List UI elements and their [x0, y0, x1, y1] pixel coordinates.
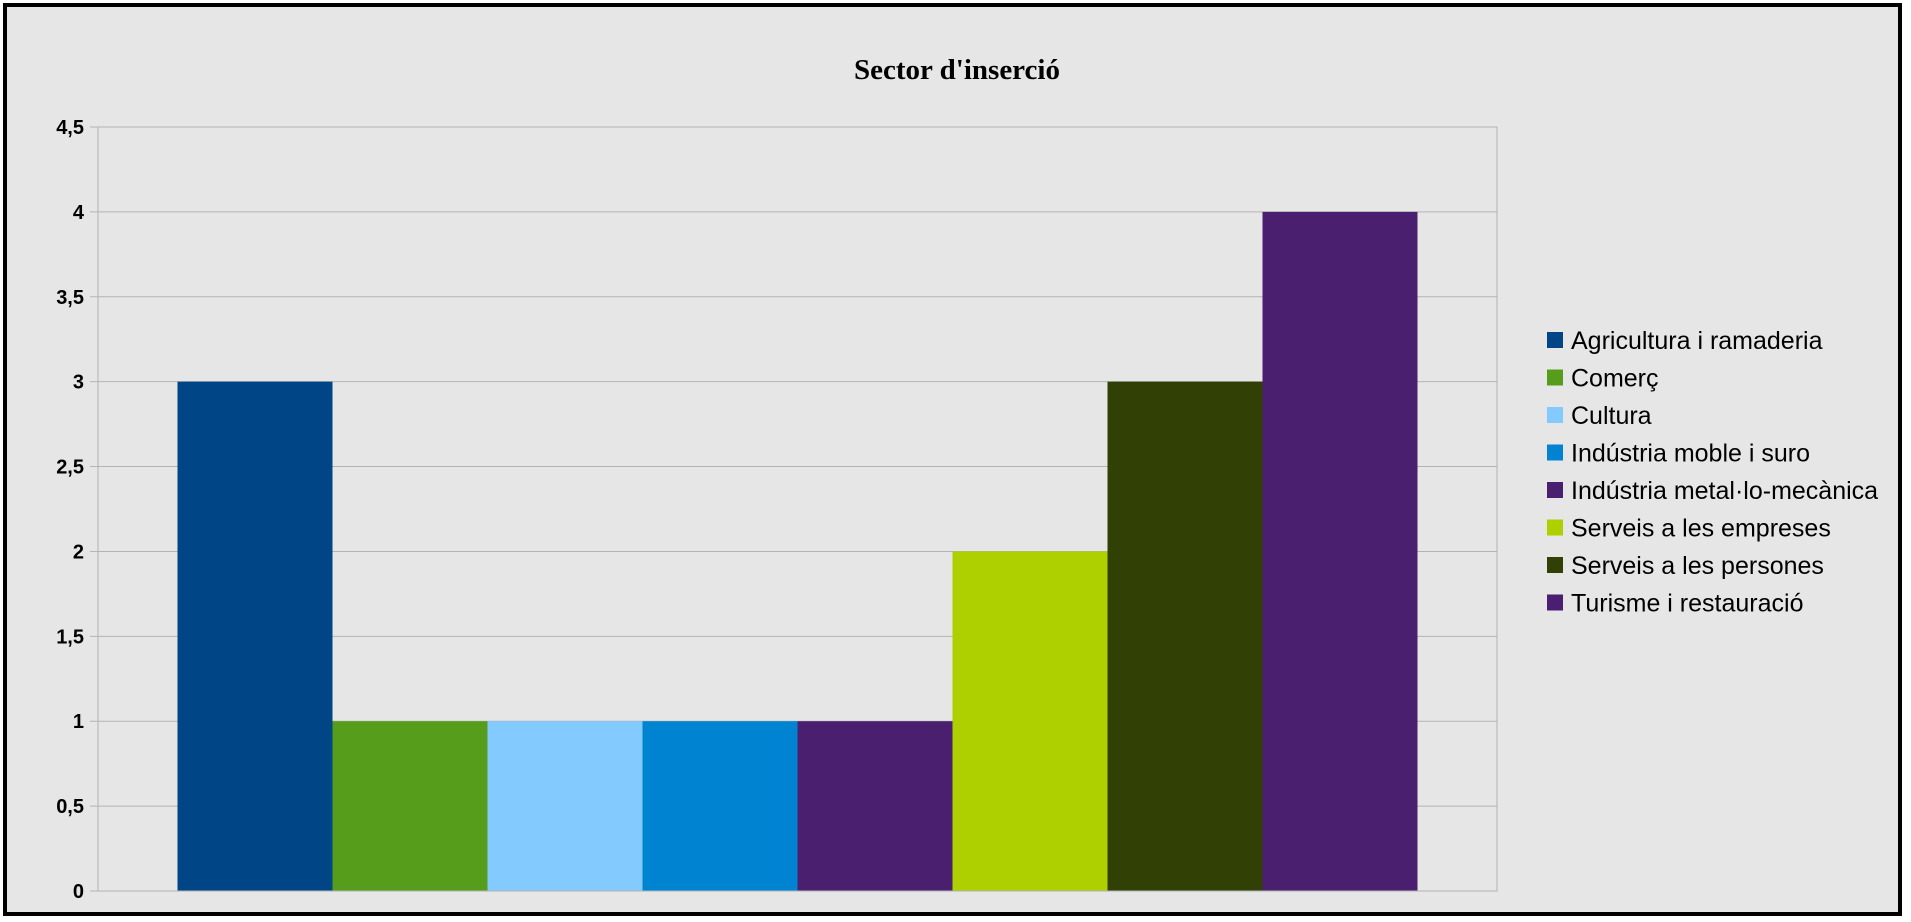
chart-frame: Sector d'inserció 0 0,5 1 1,5 2 2,5 3 3,5 4 4,5 A… — [3, 3, 1902, 916]
bar-7 — [1107, 381, 1263, 891]
bar-6 — [952, 551, 1108, 891]
chart-title: Sector d'inserció — [854, 54, 1060, 86]
legend-label: Agricultura i ramaderia — [1571, 327, 1823, 355]
y-tick-label: 3,5 — [56, 287, 84, 309]
legend-swatch — [1547, 369, 1563, 386]
legend-swatch — [1547, 444, 1563, 461]
bar-chart: Sector d'inserció 0 0,5 1 1,5 2 2,5 3 3,5 4 4,5 A… — [56, 54, 1878, 903]
legend-label: Serveis a les empreses — [1571, 515, 1831, 543]
bar-1 — [177, 381, 333, 891]
y-tick-label: 1,5 — [56, 626, 84, 648]
legend-label: Turisme i restauració — [1571, 590, 1803, 618]
legend-label: Cultura — [1571, 402, 1652, 430]
y-tick-label: 1 — [73, 711, 84, 733]
legend-label: Indústria moble i suro — [1571, 440, 1810, 468]
bars — [177, 211, 1418, 891]
legend-label: Comerç — [1571, 365, 1659, 393]
legend-swatch — [1547, 557, 1563, 573]
legend-swatch — [1547, 594, 1563, 611]
y-tick-label: 0,5 — [56, 796, 84, 818]
legend-label: Serveis a les persones — [1571, 552, 1824, 580]
legend: Agricultura i ramaderia Comerç Cultura Indú… — [1547, 327, 1878, 618]
y-tick-label: 2 — [73, 541, 84, 563]
y-tick-label: 4,5 — [56, 117, 84, 139]
legend-swatch — [1547, 482, 1563, 498]
bar-5 — [797, 721, 953, 891]
legend-swatch — [1547, 519, 1563, 536]
y-tick-label: 2,5 — [56, 457, 84, 479]
legend-label: Indústria metal·lo-mecànica — [1571, 477, 1878, 505]
y-tick-label: 3 — [73, 372, 84, 394]
y-tick-label: 4 — [73, 202, 85, 224]
bar-8 — [1262, 211, 1418, 891]
bar-3 — [487, 721, 643, 891]
y-tick-label: 0 — [73, 881, 84, 903]
bar-4 — [642, 721, 798, 891]
axes — [97, 126, 1498, 892]
legend-swatch — [1547, 407, 1563, 423]
y-axis-ticks: 0 0,5 1 1,5 2 2,5 3 3,5 4 4,5 — [56, 117, 98, 903]
bar-2 — [332, 721, 488, 891]
legend-swatch — [1547, 332, 1563, 348]
